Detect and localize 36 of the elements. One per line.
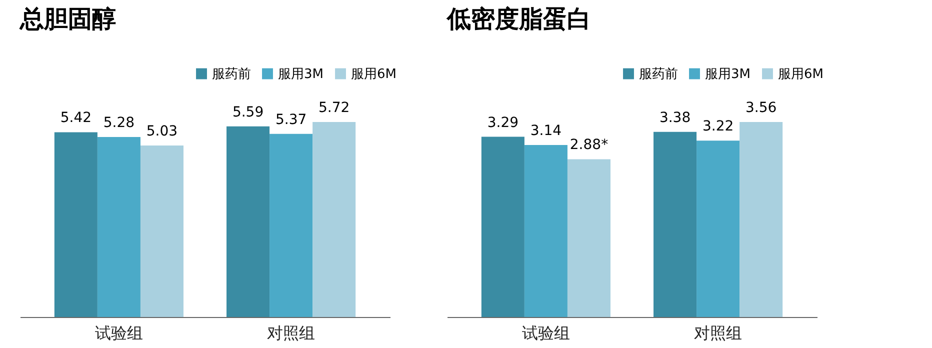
bar <box>740 122 783 317</box>
x-tick-label: 对照组 <box>267 324 316 342</box>
legend-label: 服药前 <box>212 66 251 82</box>
bar <box>270 134 313 317</box>
bar <box>226 126 270 317</box>
data-label: 2.88* <box>570 137 608 154</box>
chart-title: 低密度脂蛋白 <box>446 4 591 33</box>
data-label: 3.38 <box>659 110 691 126</box>
legend-label: 服用6M <box>778 66 824 82</box>
bar <box>54 132 98 317</box>
data-label: 3.14 <box>530 123 562 140</box>
data-label: 5.42 <box>60 110 92 126</box>
legend-label: 服用6M <box>351 66 396 82</box>
x-tick-label: 试验组 <box>522 324 570 342</box>
bar <box>481 136 524 317</box>
bar <box>97 137 140 317</box>
data-label: 3.56 <box>745 100 777 116</box>
chart-title: 总胆固醇 <box>19 4 116 33</box>
data-label: 3.22 <box>702 118 734 135</box>
data-label: 5.28 <box>103 115 135 131</box>
bar <box>312 122 356 317</box>
x-tick-label: 对照组 <box>694 324 742 342</box>
legend-label: 服用3M <box>278 66 324 82</box>
x-tick-label: 试验组 <box>94 324 143 342</box>
data-label: 5.03 <box>146 124 178 140</box>
legend-label: 服药前 <box>639 66 678 82</box>
data-label: 3.29 <box>487 114 519 131</box>
bar <box>696 140 740 317</box>
data-label: 5.59 <box>232 104 264 120</box>
bar <box>140 146 184 317</box>
data-label: 5.72 <box>318 100 350 116</box>
data-label: 5.37 <box>275 112 307 128</box>
bar <box>524 145 568 317</box>
bar <box>567 159 610 317</box>
legend-label: 服用3M <box>705 66 750 82</box>
bar <box>654 132 697 317</box>
